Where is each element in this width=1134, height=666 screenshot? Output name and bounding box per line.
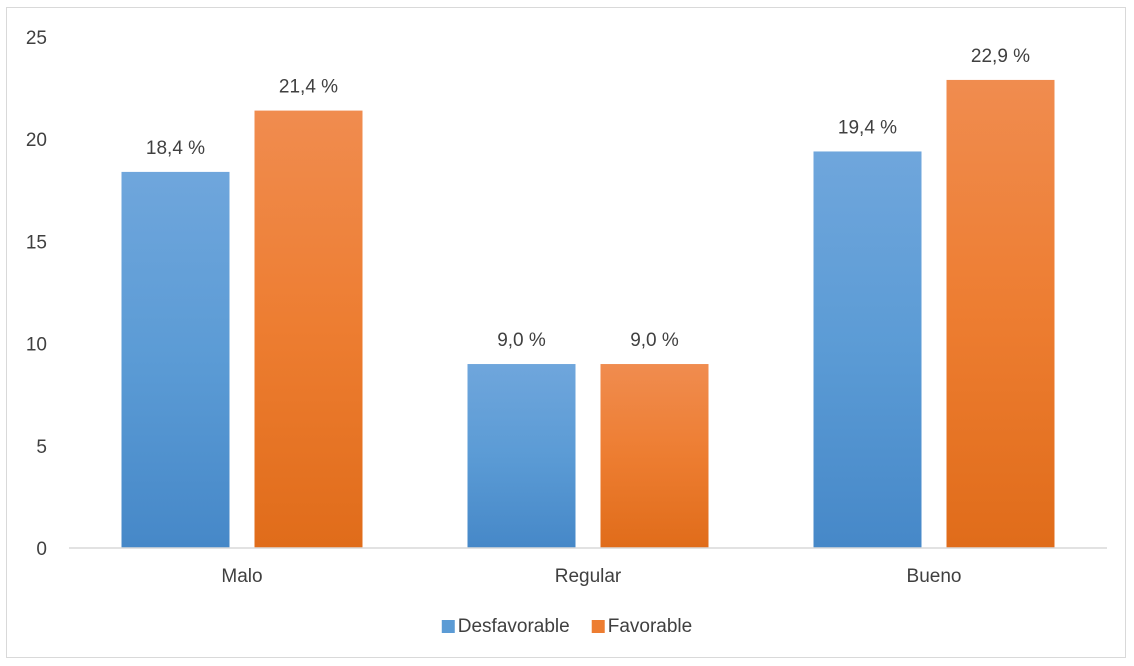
category-label: Malo: [221, 566, 262, 587]
y-axis-tick-labels: 0 5 10 15 20 25: [26, 28, 47, 560]
legend-swatch: [591, 620, 605, 633]
data-label: 21,4 %: [279, 77, 338, 98]
legend-label: Desfavorable: [458, 616, 570, 637]
category-label: Bueno: [907, 566, 962, 587]
data-label: 22,9 %: [971, 46, 1030, 67]
y-tick-label: 10: [26, 335, 47, 356]
y-tick-label: 5: [36, 437, 47, 458]
bar-favorable-bueno: [946, 79, 1055, 548]
y-tick-label: 15: [26, 232, 47, 253]
bars: [121, 79, 1055, 549]
legend-item-desfavorable: Desfavorable: [441, 616, 570, 637]
y-tick-label: 20: [26, 130, 47, 151]
legend-label: Favorable: [608, 616, 693, 637]
bar-favorable-malo: [254, 110, 363, 549]
y-tick-label: 25: [26, 28, 47, 49]
bar-desfavorable-regular: [467, 364, 576, 548]
y-tick-label: 0: [36, 539, 47, 560]
bar-desfavorable-bueno: [813, 151, 922, 549]
data-label: 18,4 %: [146, 138, 205, 159]
data-label: 9,0 %: [630, 330, 679, 351]
legend: Desfavorable Favorable: [441, 616, 693, 637]
chart-frame: 0 5 10 15 20 25 18,4 % 21,4 % 9,0 % 9,0 % 19,4 % 2…: [6, 7, 1126, 658]
bar-favorable-regular: [600, 364, 709, 548]
category-labels: Malo Regular Bueno: [221, 566, 961, 587]
legend-swatch: [441, 620, 455, 633]
bar-desfavorable-malo: [121, 171, 230, 549]
data-labels: 18,4 % 21,4 % 9,0 % 9,0 % 19,4 % 22,9 %: [146, 46, 1030, 351]
bar-chart: 0 5 10 15 20 25 18,4 % 21,4 % 9,0 % 9,0 % 19,4 % 2…: [26, 28, 1107, 637]
legend-item-favorable: Favorable: [591, 616, 693, 637]
category-label: Regular: [555, 566, 622, 587]
data-label: 19,4 %: [838, 117, 897, 138]
data-label: 9,0 %: [497, 330, 546, 351]
